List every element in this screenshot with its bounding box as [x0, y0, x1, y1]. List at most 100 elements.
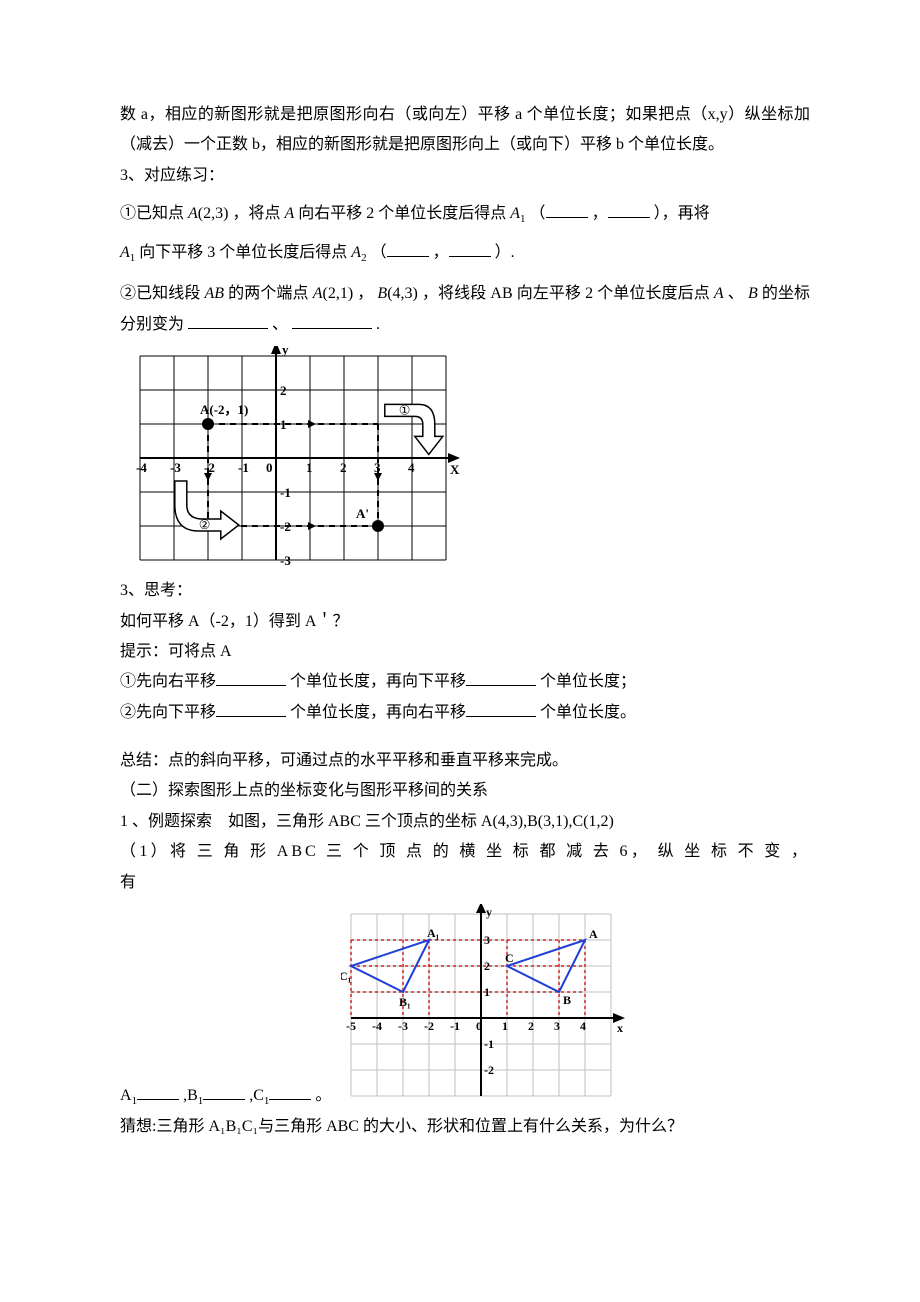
svg-text:-3: -3 [170, 460, 181, 475]
hint-2: ②先向下平移 个单位长度，再向右平移 个单位长度。 [120, 698, 810, 728]
svg-text:-2: -2 [204, 460, 215, 475]
math-b: B [377, 285, 387, 302]
figure-2: -5-4-3-2-101234-2-1123yxABCA₁B₁C₁ [341, 904, 629, 1106]
svg-text:②: ② [199, 517, 211, 532]
math-coord: (2,3) [198, 205, 229, 222]
page: 数 a，相应的新图形就是把原图形向右（或向左）平移 a 个单位长度；如果把点（x… [0, 0, 920, 1202]
svg-text:C: C [505, 951, 514, 965]
example-q1: （1）将 三 角 形 ABC 三 个 顶 点 的 横 坐 标 都 减 去 6， … [120, 837, 810, 898]
math-ab: AB [205, 285, 225, 302]
svg-text:A: A [589, 927, 598, 941]
svg-text:3: 3 [554, 1019, 560, 1033]
fill-blank[interactable] [546, 201, 588, 218]
coord: (4,3) [387, 285, 418, 302]
fill-blank[interactable] [137, 1083, 179, 1100]
paren-close: ），再将 [654, 205, 710, 222]
exercise-2: ②已知线段 AB 的两个端点 A(2,1) ， B(4,3) ，将线段 AB 向… [120, 279, 810, 340]
svg-text:-4: -4 [136, 460, 147, 475]
think-q: 如何平移 A（-2，1）得到 A＇？ [120, 607, 810, 637]
text: 、 [728, 285, 744, 302]
svg-text:-1: -1 [280, 485, 291, 500]
text: 、 [272, 316, 288, 333]
svg-text:①: ① [399, 403, 411, 418]
text: 的两个端点 [228, 285, 308, 302]
text: 个单位长度； [540, 673, 636, 690]
text: 向下平移 3 个单位长度后得点 [139, 244, 347, 261]
subscript: 1 [520, 213, 526, 225]
paren-open: （ [530, 205, 546, 222]
svg-text:-3: -3 [398, 1019, 408, 1033]
comma: ， [433, 244, 449, 261]
text: ②先向下平移 [120, 704, 216, 721]
svg-text:B: B [563, 993, 571, 1007]
fill-blank[interactable] [608, 201, 650, 218]
fill-blank[interactable] [449, 240, 491, 257]
svg-text:A': A' [356, 506, 369, 521]
svg-text:2: 2 [340, 460, 347, 475]
svg-text:x: x [617, 1021, 623, 1035]
subscript: 2 [361, 252, 367, 264]
fill-blank[interactable] [466, 700, 536, 717]
svg-text:2: 2 [528, 1019, 534, 1033]
svg-text:y: y [282, 346, 289, 357]
text: ②已知线段 [120, 285, 200, 302]
answer-blanks: A1 ,B1 ,C1 。 [120, 1081, 331, 1112]
text: ,B [183, 1087, 198, 1104]
fill-blank[interactable] [203, 1083, 245, 1100]
fill-blank[interactable] [216, 700, 286, 717]
exercise-1: ①已知点 A(2,3) ，将点 A 向右平移 2 个单位长度后得点 A1 （ ，… [120, 199, 810, 230]
math-a: A [284, 205, 294, 222]
text: ，将线段 AB 向左平移 2 个单位长度后点 [422, 285, 710, 302]
svg-text:4: 4 [408, 460, 415, 475]
subscript: 1 [130, 252, 136, 264]
coord: (2,1) [322, 285, 353, 302]
comma: ， [592, 205, 608, 222]
svg-text:X: X [450, 462, 460, 477]
svg-text:-2: -2 [484, 1063, 494, 1077]
svg-text:A(-2，1): A(-2，1) [200, 402, 248, 417]
svg-text:y: y [486, 905, 492, 919]
svg-text:0: 0 [266, 460, 273, 475]
text: A [120, 1087, 132, 1104]
math-a: A [714, 285, 724, 302]
svg-text:-2: -2 [424, 1019, 434, 1033]
svg-text:B₁: B₁ [399, 995, 411, 1009]
math-b: B [748, 285, 758, 302]
fill-blank[interactable] [387, 240, 429, 257]
hint: 提示：可将点 A [120, 637, 810, 667]
conjecture: 猜想:三角形 A₁B₁C₁与三角形 ABC 的大小、形状和位置上有什么关系，为什… [120, 1112, 810, 1142]
math-a: A [188, 205, 198, 222]
svg-text:-1: -1 [238, 460, 249, 475]
hint-1: ①先向右平移 个单位长度，再向下平移 个单位长度； [120, 667, 810, 697]
text: ,C [249, 1087, 264, 1104]
fill-blank[interactable] [188, 312, 268, 329]
text: . [376, 316, 380, 333]
coordinate-grid-2: -5-4-3-2-101234-2-1123yxABCA₁B₁C₁ [341, 904, 629, 1106]
paragraph-intro: 数 a，相应的新图形就是把原图形向右（或向左）平移 a 个单位长度；如果把点（x… [120, 100, 810, 161]
figure-1: -4-3-2-101234-3-2-112yXA(-2，1)A'①② [120, 346, 810, 570]
math-a2: A [351, 244, 361, 261]
math-a1: A [510, 205, 520, 222]
figure-row: A1 ,B1 ,C1 。 -5-4-3-2-101234-2-1123yxABC… [120, 898, 810, 1112]
svg-text:0: 0 [476, 1019, 482, 1033]
svg-text:4: 4 [580, 1019, 586, 1033]
paren-open: （ [371, 244, 387, 261]
text: ， [357, 285, 373, 302]
fill-blank[interactable] [466, 669, 536, 686]
svg-text:-5: -5 [346, 1019, 356, 1033]
text: ①先向右平移 [120, 673, 216, 690]
text: 个单位长度，再向右平移 [290, 704, 466, 721]
fill-blank[interactable] [269, 1083, 311, 1100]
paren-close: ）. [495, 244, 515, 261]
svg-text:C₁: C₁ [341, 969, 352, 983]
exercise-1b: A1 向下平移 3 个单位长度后得点 A2 （ ， ）. [120, 238, 810, 269]
fill-blank[interactable] [216, 669, 286, 686]
svg-text:-4: -4 [372, 1019, 382, 1033]
heading-practice: 3、对应练习： [120, 161, 810, 191]
svg-text:-3: -3 [280, 553, 291, 568]
svg-text:1: 1 [502, 1019, 508, 1033]
section-2: （二）探索图形上点的坐标变化与图形平移间的关系 [120, 776, 810, 806]
text: ，将点 [232, 205, 280, 222]
fill-blank[interactable] [292, 312, 372, 329]
text: 个单位长度。 [540, 704, 636, 721]
